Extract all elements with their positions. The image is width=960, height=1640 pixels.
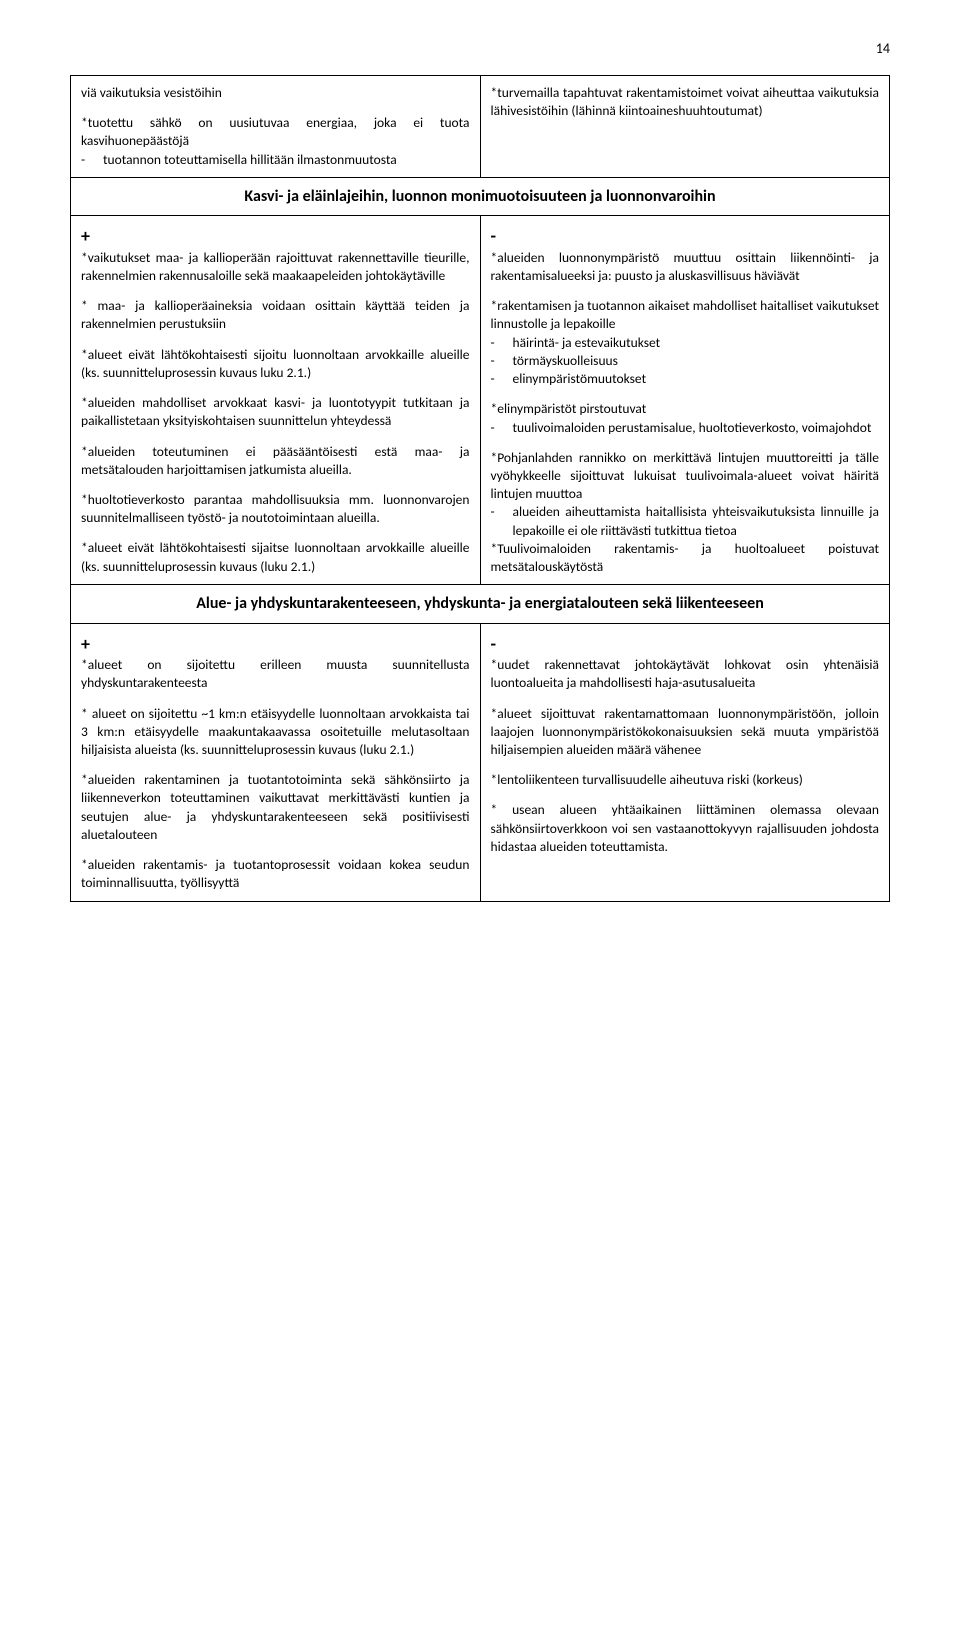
section2-heading: Alue- ja yhdyskuntarakenteeseen, yhdysku…	[71, 585, 890, 624]
para: * maa- ja kallioperäaineksia voidaan osi…	[81, 297, 470, 333]
para: *alueet sijoittuvat rakentamattomaan luo…	[491, 705, 880, 760]
section1-left-cell: + *vaikutukset maa- ja kallioperään rajo…	[71, 216, 481, 585]
list-item: tuulivoimaloiden perustamisalue, huoltot…	[513, 419, 880, 437]
para: *lentoliikenteen turvallisuudelle aiheut…	[491, 771, 880, 789]
minus-sign: -	[491, 632, 880, 656]
minus-sign: -	[491, 224, 880, 248]
para: *huoltotieverkosto parantaa mahdollisuuk…	[81, 491, 470, 527]
para: *vaikutukset maa- ja kallioperään rajoit…	[81, 249, 470, 285]
top-left-cell: viä vaikutuksia vesistöihin *tuotettu sä…	[71, 76, 481, 178]
para: *alueiden luonnonympäristö muuttuu ositt…	[491, 249, 880, 285]
para: *elinympäristöt pirstoutuvat	[491, 400, 880, 418]
para: *Pohjanlahden rannikko on merkittävä lin…	[491, 449, 880, 504]
list-item: alueiden aiheuttamista haitallisista yht…	[513, 503, 880, 539]
plus-sign: +	[81, 632, 470, 656]
para: *alueiden rakentaminen ja tuotantotoimin…	[81, 771, 470, 844]
top-right-cell: *turvemailla tapahtuvat rakentamistoimet…	[480, 76, 890, 178]
top-continuation-row: viä vaikutuksia vesistöihin *tuotettu sä…	[71, 76, 890, 178]
plus-sign: +	[81, 224, 470, 248]
para: *alueet on sijoitettu erilleen muusta su…	[81, 656, 470, 692]
para: *rakentamisen ja tuotannon aikaiset mahd…	[491, 297, 880, 333]
para: *turvemailla tapahtuvat rakentamistoimet…	[491, 84, 880, 120]
para: viä vaikutuksia vesistöihin	[81, 84, 470, 102]
section2-left-cell: + *alueet on sijoitettu erilleen muusta …	[71, 623, 481, 901]
section1-body-row: + *vaikutukset maa- ja kallioperään rajo…	[71, 216, 890, 585]
para: *alueet eivät lähtökohtaisesti sijoitu l…	[81, 346, 470, 382]
list-item: törmäyskuolleisuus	[513, 352, 880, 370]
list-item: tuotannon toteuttamisella hillitään ilma…	[103, 151, 470, 169]
para: *uudet rakennettavat johtokäytävät lohko…	[491, 656, 880, 692]
para: *Tuulivoimaloiden rakentamis- ja huoltoa…	[491, 540, 880, 576]
section2-heading-row: Alue- ja yhdyskuntarakenteeseen, yhdysku…	[71, 585, 890, 624]
para: *alueet eivät lähtökohtaisesti sijaitse …	[81, 539, 470, 575]
section1-heading: Kasvi- ja eläinlajeihin, luonnon monimuo…	[71, 177, 890, 216]
list-item: häirintä- ja estevaikutukset	[513, 334, 880, 352]
document-table: viä vaikutuksia vesistöihin *tuotettu sä…	[70, 75, 890, 902]
para: *alueiden rakentamis- ja tuotantoprosess…	[81, 856, 470, 892]
list-item: elinympäristömuutokset	[513, 370, 880, 388]
para: *alueiden mahdolliset arvokkaat kasvi- j…	[81, 394, 470, 430]
section2-right-cell: - *uudet rakennettavat johtokäytävät loh…	[480, 623, 890, 901]
section2-body-row: + *alueet on sijoitettu erilleen muusta …	[71, 623, 890, 901]
section1-heading-row: Kasvi- ja eläinlajeihin, luonnon monimuo…	[71, 177, 890, 216]
para: *tuotettu sähkö on uusiutuvaa energiaa, …	[81, 114, 470, 150]
section1-right-cell: - *alueiden luonnonympäristö muuttuu osi…	[480, 216, 890, 585]
para: * usean alueen yhtäaikainen liittäminen …	[491, 801, 880, 856]
para: * alueet on sijoitettu ~1 km:n etäisyyde…	[81, 705, 470, 760]
page-number: 14	[70, 40, 890, 57]
para: *alueiden toteutuminen ei pääsääntöisest…	[81, 443, 470, 479]
